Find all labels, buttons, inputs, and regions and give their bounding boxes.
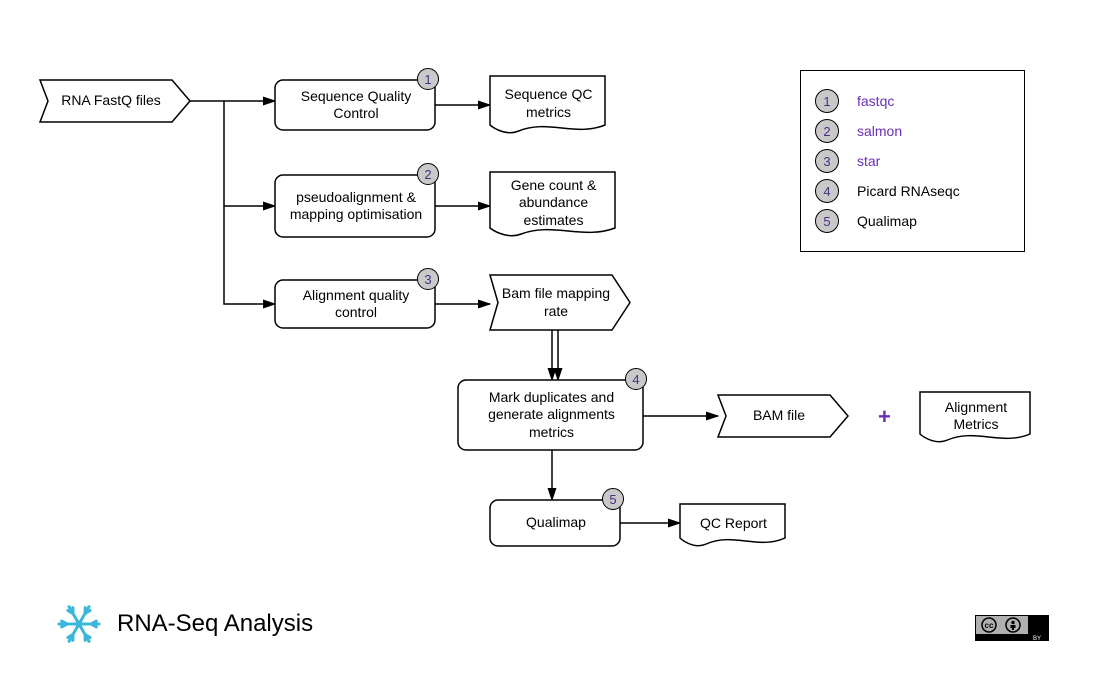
node-mark_dup: Mark duplicates and generate alignments …	[464, 380, 639, 450]
svg-text:BY: BY	[1033, 636, 1041, 641]
node-qc_report: QC Report	[686, 504, 781, 544]
cc-by-badge: cc BY	[975, 615, 1049, 641]
plus-sign: +	[878, 404, 891, 430]
badge-5: 5	[602, 488, 624, 510]
legend-label-2[interactable]: salmon	[857, 123, 902, 139]
legend-label-3[interactable]: star	[857, 153, 880, 169]
legend-badge-1: 1	[815, 89, 839, 113]
legend-item-4: 4 Picard RNAseqc	[815, 179, 1010, 203]
node-seq_qc_out: Sequence QC metrics	[496, 76, 601, 131]
node-bam_rate: Bam file mapping rate	[496, 275, 616, 330]
node-bam_file: BAM file	[724, 395, 834, 437]
legend-item-1: 1 fastqc	[815, 89, 1010, 113]
node-pseudo: pseudoalignment & mapping optimisation	[281, 175, 431, 237]
legend-item-3: 3 star	[815, 149, 1010, 173]
title-row: RNA-Seq Analysis	[55, 600, 313, 648]
legend-label-1[interactable]: fastqc	[857, 93, 894, 109]
badge-2: 2	[417, 163, 439, 185]
legend-badge-3: 3	[815, 149, 839, 173]
badge-3: 3	[417, 268, 439, 290]
legend-item-2: 2 salmon	[815, 119, 1010, 143]
star-icon	[55, 600, 103, 648]
node-align_qc: Alignment quality control	[281, 280, 431, 328]
node-input: RNA FastQ files	[46, 80, 176, 122]
legend-badge-4: 4	[815, 179, 839, 203]
legend-badge-2: 2	[815, 119, 839, 143]
diagram-title: RNA-Seq Analysis	[117, 610, 313, 638]
node-seq_qc: Sequence Quality Control	[281, 80, 431, 130]
svg-text:cc: cc	[985, 621, 994, 630]
legend-label-5: Qualimap	[857, 213, 917, 229]
badge-1: 1	[417, 68, 439, 90]
legend-box: 1 fastqc 2 salmon 3 star 4 Picard RNAseqc 5 Quali…	[800, 70, 1025, 252]
legend-label-4: Picard RNAseqc	[857, 183, 960, 199]
node-align_metrics: Alignment Metrics	[926, 392, 1026, 440]
node-gene_count: Gene count & abundance estimates	[496, 172, 611, 234]
node-qualimap: Qualimap	[496, 500, 616, 546]
legend-item-5: 5 Qualimap	[815, 209, 1010, 233]
badge-4: 4	[625, 368, 647, 390]
legend-badge-5: 5	[815, 209, 839, 233]
